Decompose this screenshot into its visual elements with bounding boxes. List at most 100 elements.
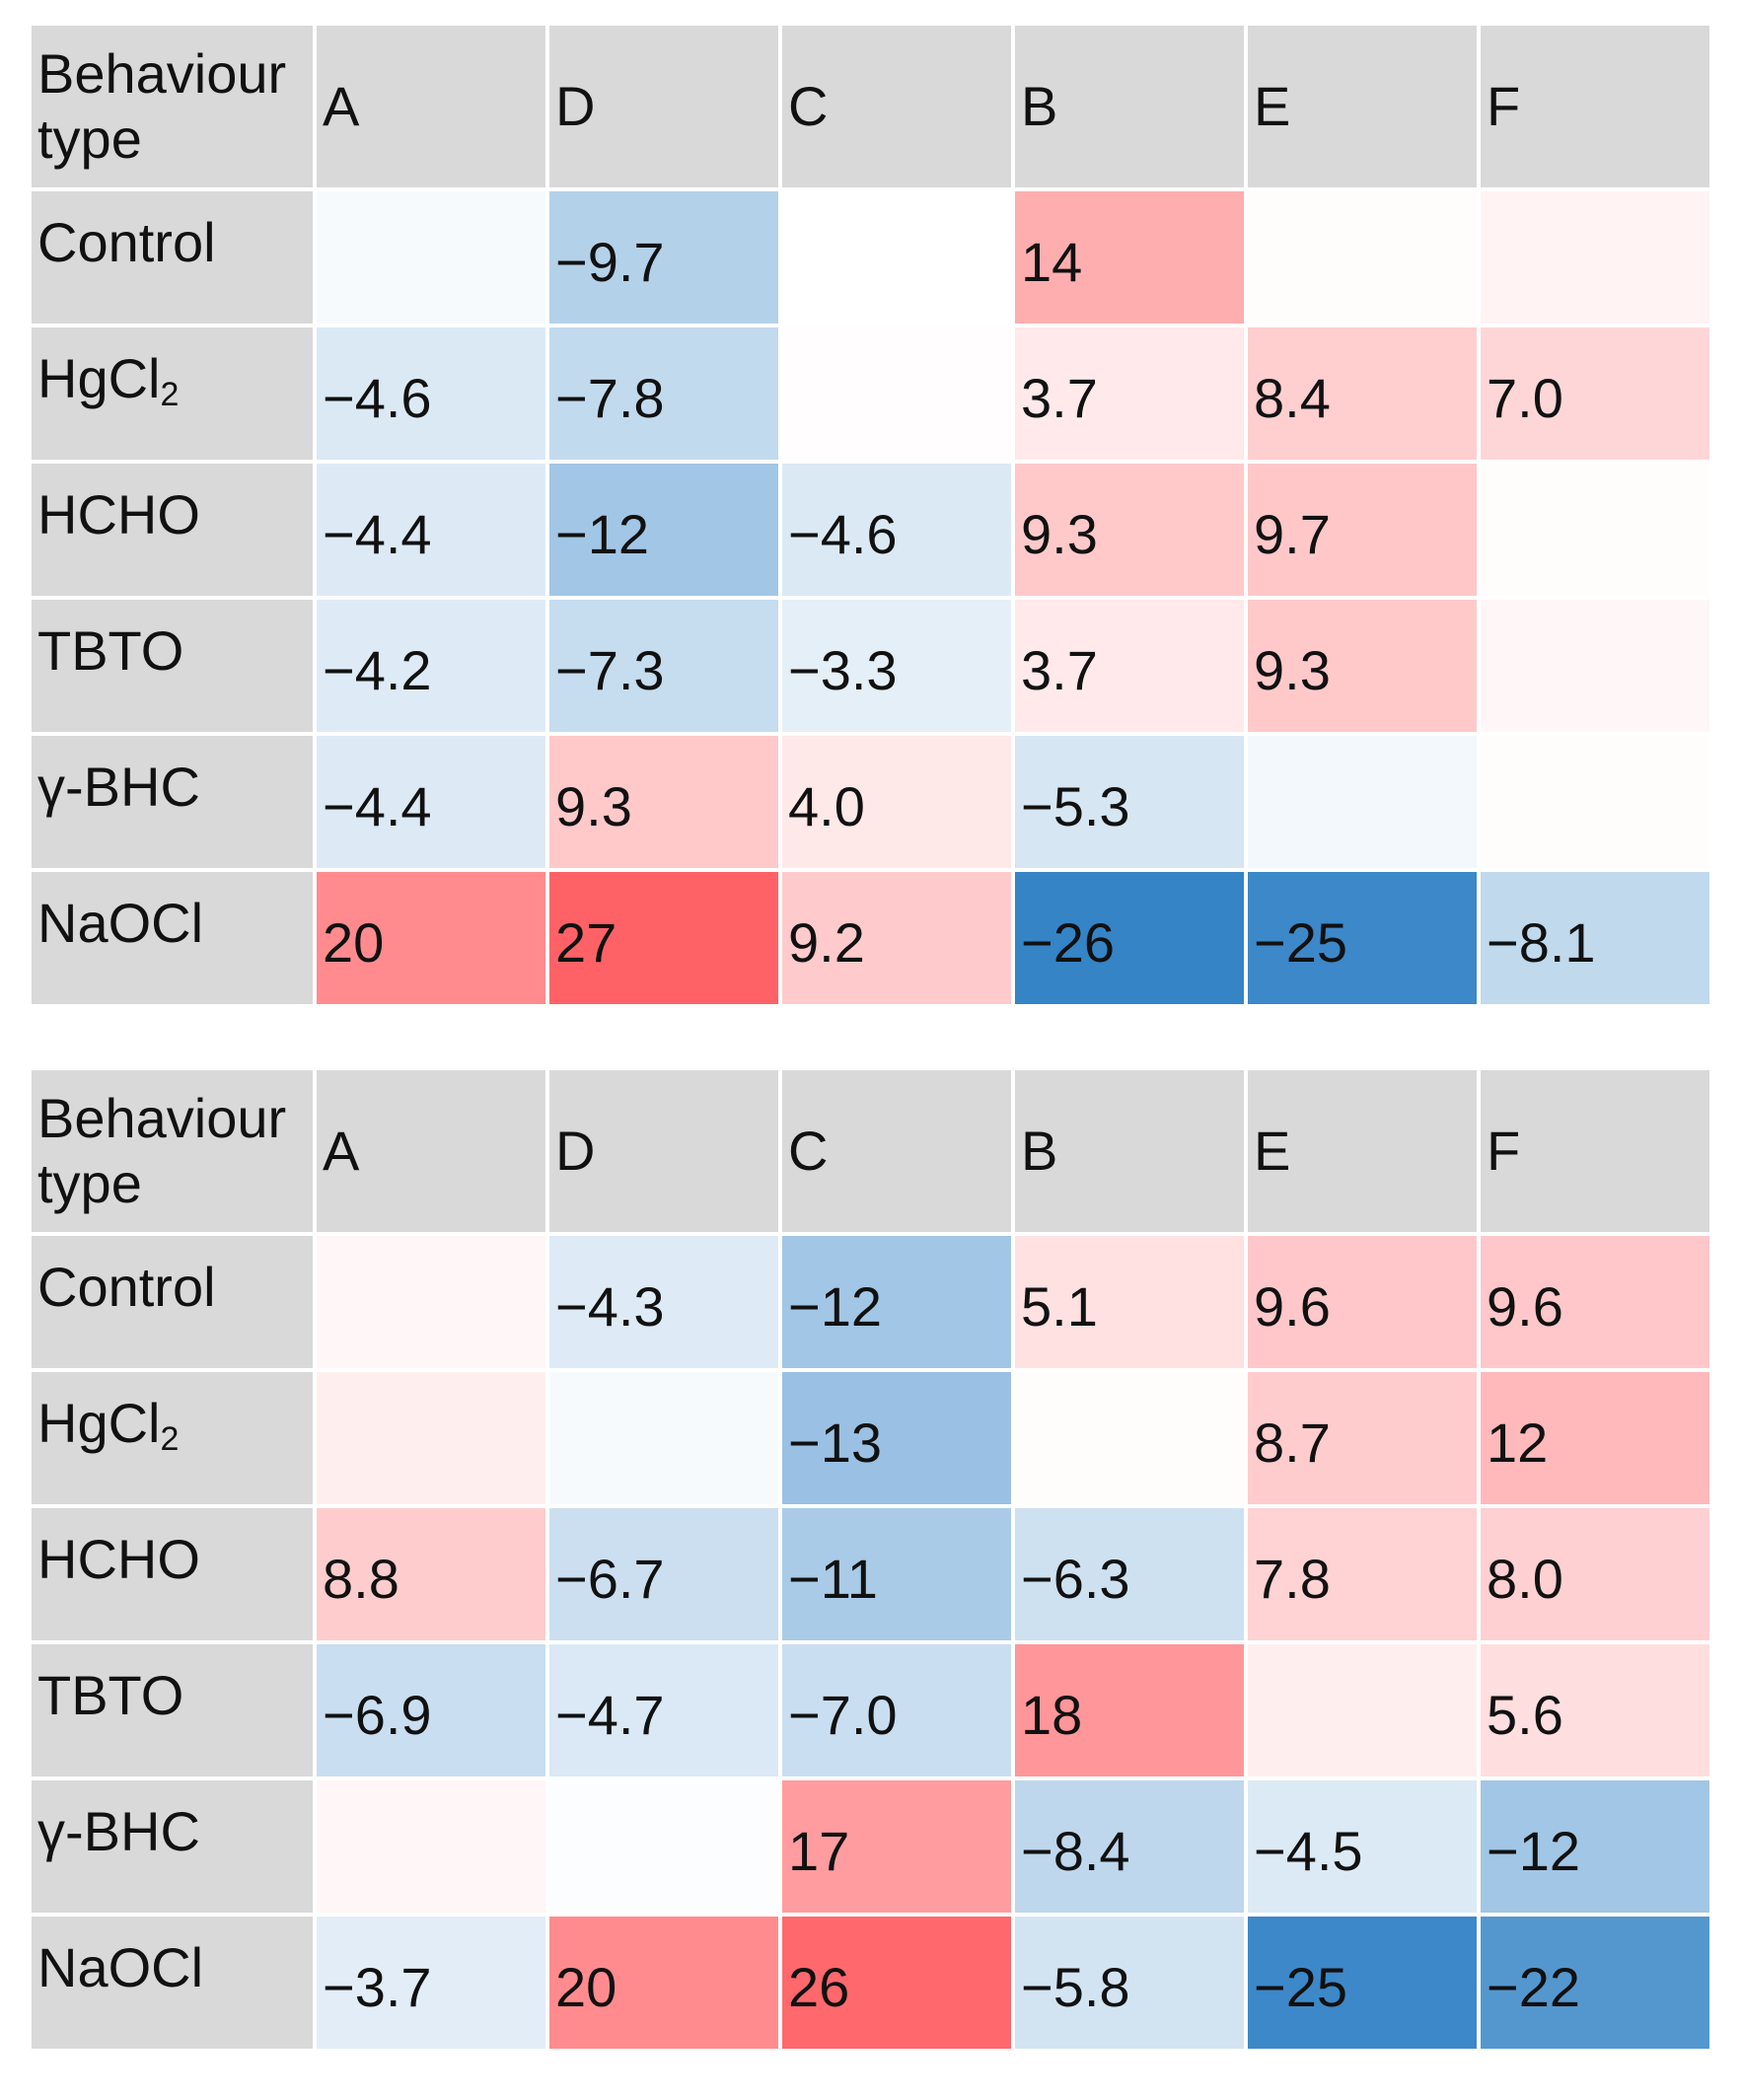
table-row: NaOCl −3.7 20 26 −5.8 −25 −22 <box>32 1917 1709 2049</box>
column-header: D <box>549 1070 778 1232</box>
row-label: NaOCl <box>32 1917 313 2049</box>
column-header: D <box>549 26 778 187</box>
column-header: F <box>1481 26 1709 187</box>
heatmap-cell <box>1481 191 1709 324</box>
heatmap-cell: −5.3 <box>1015 736 1244 868</box>
heatmap-cell: 9.7 <box>1248 464 1477 596</box>
heatmap-cell <box>317 1780 545 1913</box>
heatmap-cell: −26 <box>1015 872 1244 1004</box>
heatmap-cell: 8.7 <box>1248 1372 1477 1504</box>
row-label: TBTO <box>32 600 313 732</box>
heatmap-cell: −12 <box>1481 1780 1709 1913</box>
row-label: Control <box>32 1236 313 1368</box>
heatmap-cell: 17 <box>782 1780 1011 1913</box>
heatmap-cell: −4.6 <box>317 327 545 460</box>
heatmap-cell: 14 <box>1015 191 1244 324</box>
heatmap-cell <box>317 1372 545 1504</box>
row-label-text: HgCl <box>37 1392 161 1455</box>
column-header: B <box>1015 26 1244 187</box>
row-label: HgCl2 <box>32 1372 313 1504</box>
heatmap-cell: 9.3 <box>549 736 778 868</box>
row-label-text: Control <box>37 211 216 274</box>
heatmap-cell <box>317 191 545 324</box>
heatmap-cell: −4.3 <box>549 1236 778 1368</box>
column-header: C <box>782 26 1011 187</box>
table-row: HgCl2 −4.6 −7.8 3.7 8.4 7.0 <box>32 327 1709 460</box>
heatmap-cell: −11 <box>782 1508 1011 1640</box>
row-label: NaOCl <box>32 872 313 1004</box>
row-label-text: Control <box>37 1256 216 1319</box>
heatmap-cell: 9.3 <box>1015 464 1244 596</box>
row-label-text: HCHO <box>37 483 200 546</box>
heatmap-cell <box>1248 736 1477 868</box>
heatmap-cell: −8.1 <box>1481 872 1709 1004</box>
heatmap-cell: 20 <box>317 872 545 1004</box>
heatmap-cell: −8.4 <box>1015 1780 1244 1913</box>
heatmap-cell: −4.5 <box>1248 1780 1477 1913</box>
header-row: Behaviour type A D C B E F <box>32 1070 1709 1232</box>
heatmap-cell <box>1481 736 1709 868</box>
corner-label: Behaviour type <box>32 1070 313 1232</box>
table-row: TBTO −6.9 −4.7 −7.0 18 5.6 <box>32 1644 1709 1776</box>
heatmap-cell: −12 <box>782 1236 1011 1368</box>
heatmap-cell: 4.0 <box>782 736 1011 868</box>
table-row: HCHO 8.8 −6.7 −11 −6.3 7.8 8.0 <box>32 1508 1709 1640</box>
heatmap-cell: −25 <box>1248 872 1477 1004</box>
heatmap-cell: 8.0 <box>1481 1508 1709 1640</box>
row-label: γ-BHC <box>32 1780 313 1913</box>
heatmap-cell: −7.8 <box>549 327 778 460</box>
heatmap-cell: −3.7 <box>317 1917 545 2049</box>
heatmap-cell: −7.0 <box>782 1644 1011 1776</box>
row-label: HgCl2 <box>32 327 313 460</box>
heatmap-cell: 3.7 <box>1015 600 1244 732</box>
heatmap-table: Behaviour type A D C B E F Control −4.3 −1… <box>28 1066 1713 2053</box>
row-label-subscript: 2 <box>160 376 180 414</box>
heatmap-cell: −4.4 <box>317 464 545 596</box>
heatmap-cell: 5.6 <box>1481 1644 1709 1776</box>
row-label: HCHO <box>32 1508 313 1640</box>
heatmap-cell <box>1015 1372 1244 1504</box>
row-label: γ-BHC <box>32 736 313 868</box>
row-label: Control <box>32 191 313 324</box>
row-label-text: TBTO <box>37 1664 184 1727</box>
heatmap-cell: 8.8 <box>317 1508 545 1640</box>
table-row: HCHO −4.4 −12 −4.6 9.3 9.7 <box>32 464 1709 596</box>
heatmap-cell: −4.4 <box>317 736 545 868</box>
column-header: C <box>782 1070 1011 1232</box>
row-label: TBTO <box>32 1644 313 1776</box>
heatmap-cell: −6.7 <box>549 1508 778 1640</box>
row-label-text: HgCl <box>37 347 161 410</box>
row-label-text: TBTO <box>37 619 184 683</box>
heatmap-cell: −4.6 <box>782 464 1011 596</box>
corner-label: Behaviour type <box>32 26 313 187</box>
row-label: HCHO <box>32 464 313 596</box>
heatmap-cell: −3.3 <box>782 600 1011 732</box>
table-row: Control −9.7 14 <box>32 191 1709 324</box>
heatmap-cell: −4.2 <box>317 600 545 732</box>
heatmap-cell: 9.6 <box>1481 1236 1709 1368</box>
table-row: γ-BHC 17 −8.4 −4.5 −12 <box>32 1780 1709 1913</box>
table-row: γ-BHC −4.4 9.3 4.0 −5.3 <box>32 736 1709 868</box>
column-header: B <box>1015 1070 1244 1232</box>
heatmap-cell: 8.4 <box>1248 327 1477 460</box>
heatmap-cell: −6.3 <box>1015 1508 1244 1640</box>
heatmap-cell <box>1248 191 1477 324</box>
heatmap-cell <box>1481 464 1709 596</box>
heatmap-cell: −7.3 <box>549 600 778 732</box>
heatmap-cell: −4.7 <box>549 1644 778 1776</box>
heatmap-cell: 12 <box>1481 1372 1709 1504</box>
row-label-text: NaOCl <box>37 1936 204 1999</box>
heatmap-cell: 9.6 <box>1248 1236 1477 1368</box>
column-header: F <box>1481 1070 1709 1232</box>
heatmap-cell: 7.8 <box>1248 1508 1477 1640</box>
heatmap-cell: −22 <box>1481 1917 1709 2049</box>
table-row: TBTO −4.2 −7.3 −3.3 3.7 9.3 <box>32 600 1709 732</box>
heatmap-cell: 18 <box>1015 1644 1244 1776</box>
heatmap-cell <box>782 327 1011 460</box>
heatmap-cell: 9.2 <box>782 872 1011 1004</box>
heatmap-cell: 20 <box>549 1917 778 2049</box>
column-header: A <box>317 26 545 187</box>
header-row: Behaviour type A D C B E F <box>32 26 1709 187</box>
heatmap-cell <box>1248 1644 1477 1776</box>
row-label-text: NaOCl <box>37 892 204 955</box>
